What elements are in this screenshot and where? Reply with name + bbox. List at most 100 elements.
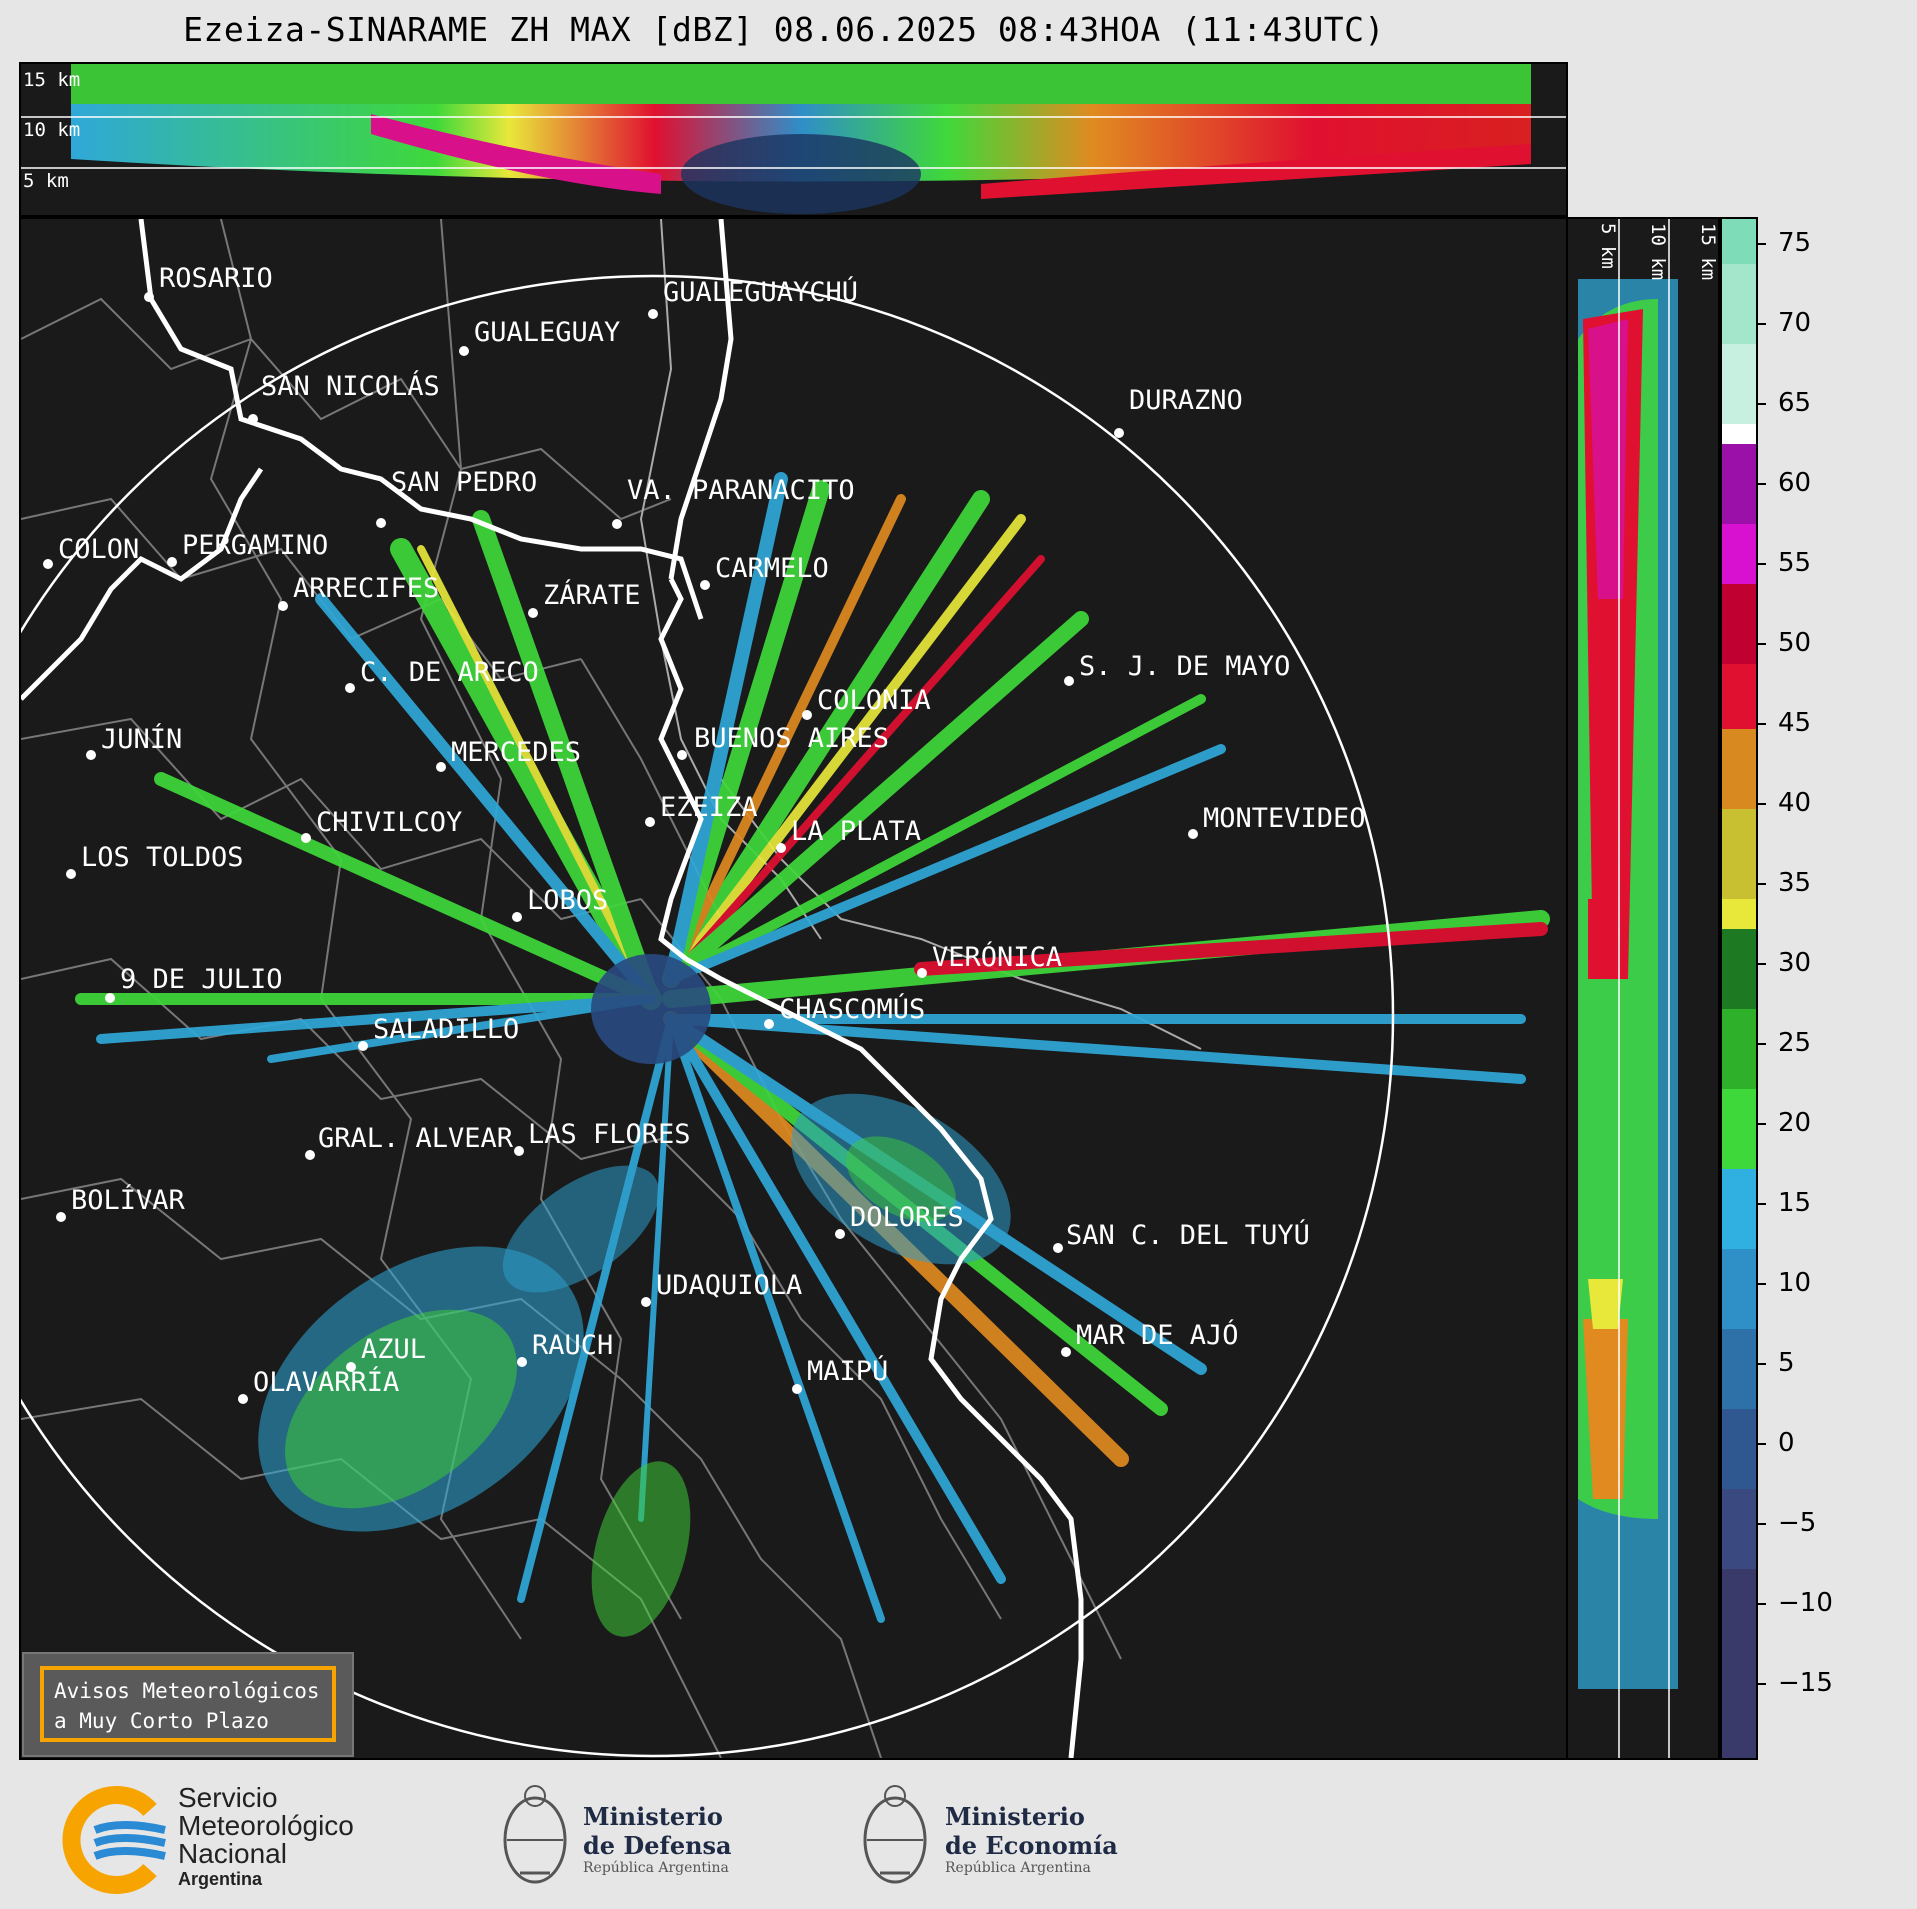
city-label-zarate: ZÁRATE (543, 579, 641, 611)
top-cross-section-panel: 15 km 10 km 5 km (19, 62, 1568, 217)
dbz-colorbar (1720, 217, 1758, 1760)
colorbar-tick-label: 60 (1778, 468, 1812, 498)
colorbar-tick-mark (1758, 723, 1766, 725)
colorbar-tick-label: 45 (1778, 708, 1812, 738)
economia-line2: de Economía (945, 1831, 1118, 1860)
colorbar-tick-mark (1758, 563, 1766, 565)
smn-line3: Nacional (178, 1838, 287, 1869)
colorbar-tick-label: −5 (1778, 1508, 1817, 1538)
height-label-10km-right: 10 km (1647, 223, 1669, 280)
city-label-durazno: DURAZNO (1129, 385, 1243, 416)
colorbar-tick-mark (1758, 1043, 1766, 1045)
colorbar-tick-mark (1758, 403, 1766, 405)
colorbar-tick-label: 5 (1778, 1348, 1795, 1378)
colorbar-tick-label: −10 (1778, 1588, 1833, 1618)
colorbar-tick-mark (1758, 323, 1766, 325)
city-label-bolivar: BOLÍVAR (71, 1184, 186, 1216)
city-label-arrecifes: ARRECIFES (293, 573, 439, 604)
city-label-saladillo: SALADILLO (373, 1014, 519, 1045)
city-label-montevideo: MONTEVIDEO (1203, 803, 1366, 834)
city-label-udaquiola: UDAQUIOLA (656, 1270, 802, 1301)
reflectivity-echoes (75, 472, 1550, 1637)
economia-emblem-icon (863, 1785, 927, 1884)
city-label-san-c-del-tuyu: SAN C. DEL TUYÚ (1066, 1219, 1310, 1251)
avisos-line2: a Muy Corto Plazo (54, 1709, 269, 1733)
economia-line3: República Argentina (945, 1860, 1091, 1876)
colorbar-tick-label: 10 (1778, 1268, 1812, 1298)
city-label-junin: JUNÍN (101, 723, 182, 755)
smn-line1: Servicio (178, 1782, 278, 1813)
city-label-mercedes: MERCEDES (451, 737, 581, 768)
colorbar-tick-label: 25 (1778, 1028, 1812, 1058)
colorbar-tick-label: 15 (1778, 1188, 1812, 1218)
city-label-san-nicolas: SAN NICOLÁS (261, 370, 440, 402)
radar-map-panel[interactable]: ROSARIO GUALEGUAYCHÚ GUALEGUAY SAN NICOL… (19, 217, 1568, 1760)
colorbar-tick-label: 0 (1778, 1428, 1795, 1458)
height-label-15km: 15 km (23, 69, 80, 91)
colorbar-tick-mark (1758, 483, 1766, 485)
city-label-la-plata: LA PLATA (791, 816, 921, 847)
city-label-veronica: VERÓNICA (932, 941, 1062, 973)
city-label-las-flores: LAS FLORES (528, 1119, 691, 1150)
colorbar-tick-mark (1758, 883, 1766, 885)
colorbar-tick-label: 55 (1778, 548, 1812, 578)
colorbar-tick-label: 70 (1778, 308, 1812, 338)
smn-line2: Meteorológico (178, 1810, 354, 1841)
city-label-azul: AZUL (361, 1334, 426, 1365)
city-label-9-de-julio: 9 DE JULIO (120, 964, 283, 995)
city-markers (43, 292, 1198, 1404)
colorbar-tick-label: −15 (1778, 1668, 1833, 1698)
avisos-link[interactable]: Avisos Meteorológicos a Muy Corto Plazo (40, 1666, 336, 1742)
city-label-gral-alvear: GRAL. ALVEAR (318, 1123, 514, 1154)
city-label-pergamino: PERGAMINO (182, 530, 328, 561)
colorbar-tick-mark (1758, 1283, 1766, 1285)
colorbar-tick-label: 75 (1778, 228, 1812, 258)
city-label-carmelo: CARMELO (715, 553, 829, 584)
range-ring (21, 274, 1395, 1758)
smn-logo-icon (62, 1786, 166, 1894)
city-label-colonia: COLONIA (817, 685, 931, 716)
city-label-colon: COLON (58, 534, 139, 565)
colorbar-tick-mark (1758, 963, 1766, 965)
city-label-maipu: MAIPÚ (807, 1355, 888, 1387)
colorbar-tick-mark (1758, 1363, 1766, 1365)
height-label-10km: 10 km (23, 119, 80, 141)
city-label-gualeguaychu: GUALEGUAYCHÚ (663, 276, 858, 308)
economia-line1: Ministerio (945, 1802, 1085, 1831)
defensa-line3: República Argentina (583, 1860, 729, 1876)
right-cross-section-panel: 5 km 10 km 15 km (1568, 217, 1720, 1760)
city-label-s-j-de-mayo: S. J. DE MAYO (1079, 651, 1290, 682)
city-label-buenos-aires: BUENOS AIRES (694, 723, 889, 754)
colorbar-tick-label: 40 (1778, 788, 1812, 818)
defensa-line2: de Defensa (583, 1831, 732, 1860)
colorbar-tick-label: 20 (1778, 1108, 1812, 1138)
city-label-olavarria: OLAVARRÍA (253, 1366, 399, 1398)
city-label-gualeguay: GUALEGUAY (474, 317, 620, 348)
city-label-rosario: ROSARIO (159, 263, 273, 294)
height-label-15km-right: 15 km (1697, 223, 1718, 280)
colorbar-tick-mark (1758, 1603, 1766, 1605)
smn-line4: Argentina (178, 1869, 263, 1889)
colorbar-tick-mark (1758, 243, 1766, 245)
colorbar-tick-mark (1758, 643, 1766, 645)
city-label-san-pedro: SAN PEDRO (391, 467, 537, 498)
defensa-emblem-icon (503, 1785, 567, 1884)
map-title: Ezeiza-SINARAME ZH MAX [dBZ] 08.06.2025 … (183, 10, 1385, 49)
colorbar-tick-label: 35 (1778, 868, 1812, 898)
city-label-mar-de-ajo: MAR DE AJÓ (1076, 1319, 1239, 1351)
defensa-line1: Ministerio (583, 1802, 723, 1831)
city-label-ezeiza: EZEIZA (660, 792, 758, 823)
coastline (21, 219, 1084, 1758)
city-label-chascomus: CHASCOMÚS (779, 993, 925, 1025)
city-label-los-toldos: LOS TOLDOS (81, 842, 244, 873)
city-label-va-paranacito: VA. PARANACITO (627, 475, 855, 506)
height-label-5km: 5 km (23, 170, 69, 192)
height-label-5km-right: 5 km (1597, 223, 1619, 269)
colorbar-tick-mark (1758, 1203, 1766, 1205)
colorbar-tick-mark (1758, 803, 1766, 805)
colorbar-tick-label: 30 (1778, 948, 1812, 978)
city-label-c-de-areco: C. DE ARECO (360, 657, 539, 688)
city-label-chivilcoy: CHIVILCOY (316, 807, 462, 838)
colorbar-tick-mark (1758, 1123, 1766, 1125)
avisos-box[interactable]: Avisos Meteorológicos a Muy Corto Plazo (22, 1652, 354, 1757)
